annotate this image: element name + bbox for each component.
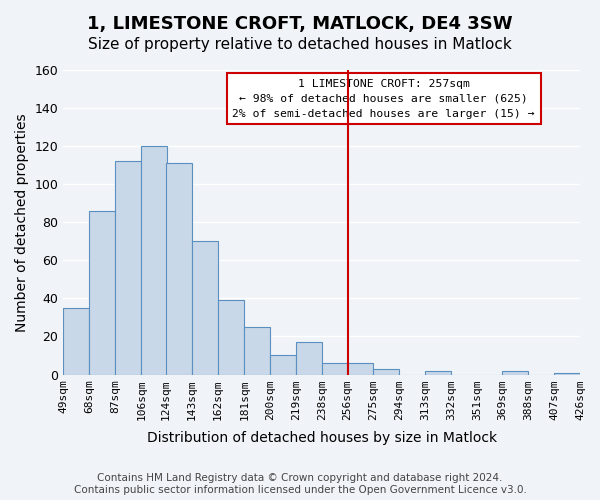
Text: 1, LIMESTONE CROFT, MATLOCK, DE4 3SW: 1, LIMESTONE CROFT, MATLOCK, DE4 3SW: [87, 15, 513, 33]
Bar: [373, 369, 399, 374]
X-axis label: Distribution of detached houses by size in Matlock: Distribution of detached houses by size …: [146, 431, 497, 445]
Bar: [270, 356, 296, 374]
Bar: [347, 363, 373, 374]
Bar: [322, 363, 349, 374]
Bar: [115, 162, 142, 374]
Bar: [502, 370, 528, 374]
Bar: [296, 342, 322, 374]
Bar: [142, 146, 167, 374]
Bar: [89, 211, 115, 374]
Bar: [244, 327, 270, 374]
Bar: [425, 370, 451, 374]
Bar: [192, 242, 218, 374]
Text: Contains HM Land Registry data © Crown copyright and database right 2024.
Contai: Contains HM Land Registry data © Crown c…: [74, 474, 526, 495]
Bar: [166, 164, 192, 374]
Bar: [554, 372, 580, 374]
Text: 1 LIMESTONE CROFT: 257sqm
← 98% of detached houses are smaller (625)
2% of semi-: 1 LIMESTONE CROFT: 257sqm ← 98% of detac…: [232, 79, 535, 118]
Bar: [218, 300, 244, 374]
Bar: [63, 308, 89, 374]
Y-axis label: Number of detached properties: Number of detached properties: [15, 113, 29, 332]
Text: Size of property relative to detached houses in Matlock: Size of property relative to detached ho…: [88, 38, 512, 52]
